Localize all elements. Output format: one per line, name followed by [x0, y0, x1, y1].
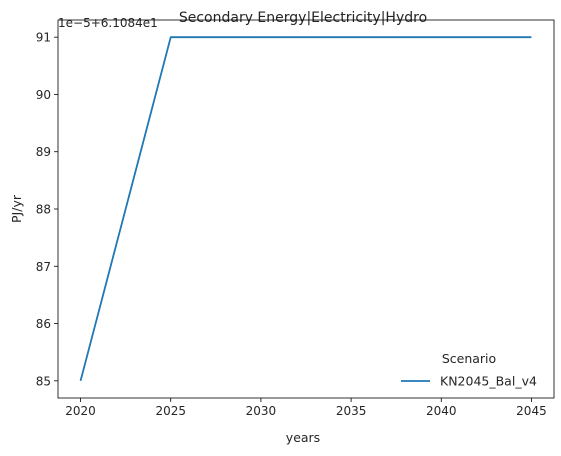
y-tick-label: 88	[36, 203, 51, 217]
x-tick-label: 2045	[516, 404, 547, 418]
y-tick-label: 90	[36, 88, 51, 102]
x-tick-label: 2035	[336, 404, 367, 418]
y-tick-label: 89	[36, 145, 51, 159]
y-tick-label: 91	[36, 31, 51, 45]
legend: Scenario KN2045_Bal_v4	[401, 351, 537, 389]
plot-frame	[57, 19, 555, 399]
legend-title: Scenario	[442, 351, 496, 366]
x-tick-label: 2040	[426, 404, 457, 418]
y-tick-label: 85	[36, 374, 51, 388]
x-tick-label: 2030	[246, 404, 277, 418]
y-axis-ticks: 85 86 87 88 89 90 91	[36, 31, 58, 388]
chart-title: Secondary Energy|Electricity|Hydro	[179, 10, 427, 26]
x-axis-ticks: 2020 2025 2030 2035 2040 2045	[65, 398, 547, 418]
y-tick-label: 87	[36, 260, 51, 274]
legend-label-kn2045-bal-v4: KN2045_Bal_v4	[440, 374, 537, 389]
x-axis-label: years	[286, 430, 320, 445]
series-line-kn2045-bal-v4	[79, 36, 532, 382]
x-tick-label: 2025	[155, 404, 186, 418]
y-tick-label: 86	[36, 317, 51, 331]
y-offset-text: 1e−5+6.1084e1	[58, 16, 158, 30]
y-axis-label: PJ/yr	[9, 194, 24, 223]
x-tick-label: 2020	[65, 404, 96, 418]
series-lines	[79, 36, 532, 382]
